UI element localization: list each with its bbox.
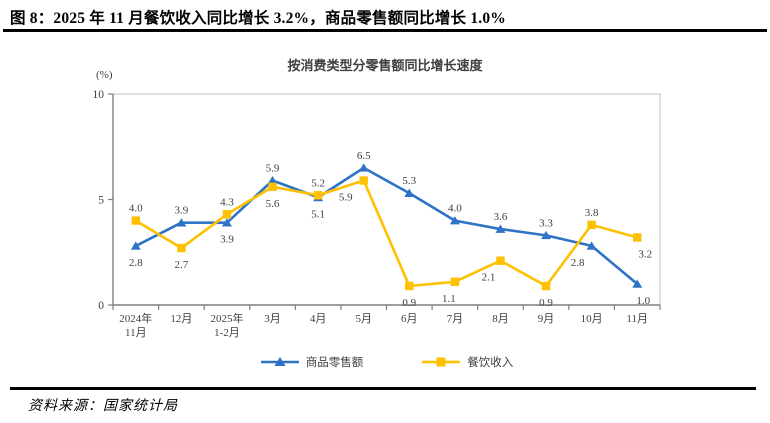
- goods-retail-line-marker-icon: [260, 357, 299, 366]
- data-point-label: 5.9: [339, 192, 353, 204]
- data-point-label: 0.9: [539, 297, 553, 309]
- legend-item-goods-retail: 商品零售额: [260, 354, 364, 370]
- legend-label-catering: 餐饮收入: [467, 357, 514, 369]
- data-point-label: 5.3: [402, 175, 416, 187]
- data-point-marker: [449, 216, 460, 225]
- data-point-marker: [177, 243, 186, 253]
- data-point-label: 2.7: [175, 259, 189, 271]
- x-tick-label: 9月: [538, 313, 555, 325]
- x-tick-label: 2024年 11月: [119, 311, 152, 339]
- data-point-marker: [633, 233, 642, 242]
- x-tick-label: 10月: [581, 313, 603, 325]
- data-point-label: 5.2: [311, 177, 325, 189]
- data-point-marker: [267, 176, 278, 185]
- data-point-label: 1.0: [636, 295, 650, 307]
- data-point-label: 2.1: [482, 272, 496, 284]
- data-point-marker: [405, 281, 414, 291]
- data-point-marker: [541, 281, 551, 291]
- data-point-label: 4.0: [129, 203, 143, 215]
- data-point-marker: [496, 256, 505, 265]
- data-point-label: 6.5: [357, 150, 371, 162]
- data-point-label: 3.2: [638, 248, 652, 260]
- legend-label-goods-retail: 商品零售额: [305, 357, 364, 369]
- y-tick-label: 10: [93, 89, 105, 101]
- data-point-marker: [586, 241, 597, 250]
- series-line-餐饮收入: [135, 179, 638, 288]
- chart-title: 按消费类型分零售额同比增长速度: [287, 58, 483, 73]
- data-point-marker: [222, 210, 232, 219]
- data-point-label: 5.6: [266, 198, 280, 210]
- data-point-marker: [130, 241, 141, 250]
- data-point-marker: [221, 218, 232, 227]
- x-tick-label: 11月: [626, 313, 648, 325]
- data-point-label: 4.3: [220, 196, 234, 208]
- data-point-marker: [587, 220, 596, 230]
- data-point-marker: [632, 279, 643, 288]
- y-tick-label: 5: [98, 195, 104, 207]
- x-tick-label: 3月: [264, 313, 281, 325]
- data-point-label: 2.8: [129, 257, 143, 269]
- data-point-label: 3.3: [539, 217, 553, 229]
- plot-area: [112, 93, 661, 306]
- data-point-marker: [359, 176, 368, 185]
- page-title: 图 8：2025 年 11 月餐饮收入同比增长 3.2%，商品零售额同比增长 1…: [10, 10, 506, 27]
- data-point-marker: [313, 191, 323, 200]
- data-point-marker: [450, 277, 460, 286]
- data-point-label: 1.1: [442, 293, 456, 305]
- data-point-label: 0.9: [402, 297, 416, 309]
- data-point-label: 3.9: [175, 205, 189, 217]
- x-tick-label: 7月: [447, 313, 464, 325]
- x-tick-label: 2025年 1-2月: [210, 311, 243, 339]
- x-tick-label: 8月: [492, 313, 509, 325]
- data-point-label: 3.8: [585, 207, 599, 219]
- y-axis-unit-label: (%): [96, 69, 113, 81]
- y-tick-label: 0: [98, 300, 104, 312]
- x-tick-label: 12月: [170, 313, 192, 325]
- series-line-商品零售额: [135, 166, 639, 285]
- data-point-label: 5.1: [311, 208, 325, 220]
- x-tick-label: 5月: [355, 313, 372, 325]
- legend-item-catering: 餐饮收入: [421, 354, 513, 370]
- x-tick-label: 6月: [401, 313, 418, 325]
- data-point-marker: [268, 182, 277, 192]
- catering-line-marker-icon: [422, 357, 461, 367]
- chart-legend: 商品零售额 餐饮收入: [113, 352, 660, 372]
- data-point-marker: [176, 218, 187, 227]
- data-point-marker: [131, 216, 140, 225]
- data-point-label: 2.8: [571, 257, 585, 269]
- data-point-label: 3.6: [494, 211, 508, 223]
- data-point-label: 5.9: [266, 163, 280, 175]
- footer-divider: [10, 387, 756, 390]
- data-point-marker: [358, 163, 369, 172]
- data-point-label: 3.9: [220, 234, 234, 246]
- x-tick-label: 4月: [310, 313, 327, 325]
- data-point-label: 4.0: [448, 203, 462, 215]
- title-divider: [3, 29, 767, 32]
- data-point-marker: [495, 224, 506, 233]
- data-point-marker: [404, 188, 415, 197]
- source-note: 资料来源：国家统计局: [28, 399, 178, 414]
- data-point-marker: [541, 230, 552, 240]
